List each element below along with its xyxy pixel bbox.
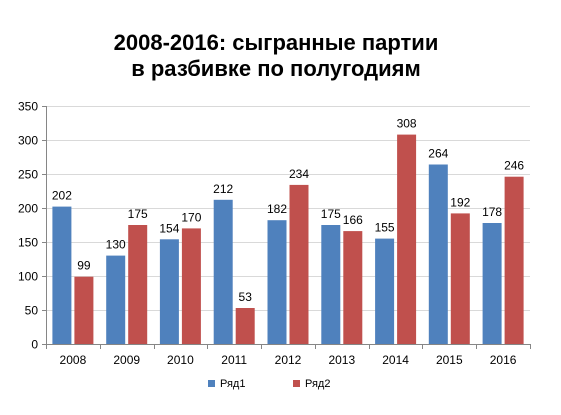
bar-Ряд2-2012 — [289, 184, 309, 344]
x-tick-label: 2008 — [60, 353, 87, 367]
bar-Ряд1-2008 — [52, 206, 72, 344]
x-tick-label: 2011 — [221, 353, 247, 367]
data-label: 170 — [181, 210, 201, 224]
data-label: 234 — [289, 167, 309, 181]
data-label: 53 — [239, 290, 253, 304]
legend-swatch — [293, 380, 300, 387]
bar-Ряд2-2009 — [128, 225, 148, 344]
legend-label: Ряд1 — [220, 378, 245, 390]
bar-Ряд1-2013 — [321, 225, 341, 344]
y-tick-label: 50 — [25, 304, 39, 318]
y-tick-label: 0 — [31, 338, 38, 352]
bar-Ряд2-2014 — [397, 134, 417, 344]
data-label: 130 — [106, 238, 126, 252]
bar-Ряд1-2012 — [267, 220, 287, 344]
legend-label: Ряд2 — [305, 378, 330, 390]
x-tick-label: 2012 — [275, 353, 302, 367]
x-tick-label: 2013 — [328, 353, 355, 367]
data-label: 155 — [375, 221, 395, 235]
legend-swatch — [208, 380, 215, 387]
bar-Ряд2-2010 — [181, 228, 201, 344]
data-label: 178 — [482, 205, 502, 219]
y-tick-label: 250 — [18, 168, 38, 182]
data-label: 246 — [504, 159, 524, 173]
data-label: 175 — [321, 207, 341, 221]
x-tick-label: 2016 — [490, 353, 517, 367]
gridlines — [46, 106, 530, 311]
data-label: 192 — [450, 195, 470, 209]
y-axis-tick-labels: 0 50 100 150 200 250 300 350 — [18, 100, 38, 352]
data-label: 99 — [77, 259, 91, 273]
data-label: 308 — [397, 117, 417, 131]
bar-Ряд2-2015 — [450, 213, 470, 344]
chart-title: 2008-2016: сыгранные партии в разбивке п… — [114, 30, 439, 81]
y-tick-label: 200 — [18, 202, 38, 216]
legend: Ряд1 Ряд2 — [208, 378, 330, 390]
data-label: 154 — [159, 221, 179, 235]
bar-Ряд1-2016 — [482, 223, 502, 344]
data-label: 182 — [267, 202, 287, 216]
data-label: 166 — [343, 213, 363, 227]
x-tick-label: 2014 — [382, 353, 409, 367]
bar-Ряд1-2010 — [159, 239, 179, 344]
y-tick-label: 150 — [18, 236, 38, 250]
data-label: 264 — [428, 147, 448, 161]
data-label: 212 — [213, 182, 233, 196]
axes — [42, 106, 531, 349]
x-tick-label: 2010 — [167, 353, 194, 367]
y-tick-label: 100 — [18, 270, 38, 284]
chart-title-line-1: 2008-2016: сыгранные партии — [114, 30, 439, 55]
legend-item-Ряд1: Ряд1 — [208, 378, 245, 390]
x-tick-label: 2015 — [436, 353, 463, 367]
x-axis-tick-labels: 2008 2009 2010 2011 2012 2013 2014 2015 2016 — [60, 353, 517, 367]
y-tick-label: 300 — [18, 134, 38, 148]
bar-Ряд2-2016 — [504, 176, 524, 344]
data-label: 202 — [52, 189, 72, 203]
bar-Ряд2-2011 — [235, 308, 255, 344]
x-tick-label: 2009 — [113, 353, 140, 367]
bar-Ряд2-2008 — [74, 276, 94, 344]
bar-Ряд1-2015 — [428, 164, 448, 344]
bar-Ряд1-2011 — [213, 199, 233, 344]
bar-Ряд2-2013 — [343, 231, 363, 344]
bars — [52, 134, 524, 344]
bar-Ряд1-2009 — [106, 255, 126, 344]
data-label: 175 — [128, 207, 148, 221]
bar-Ряд1-2014 — [375, 238, 395, 344]
y-tick-label: 350 — [18, 100, 38, 114]
chart-title-line-2: в разбивке по полугодиям — [131, 56, 421, 81]
legend-item-Ряд2: Ряд2 — [293, 378, 330, 390]
